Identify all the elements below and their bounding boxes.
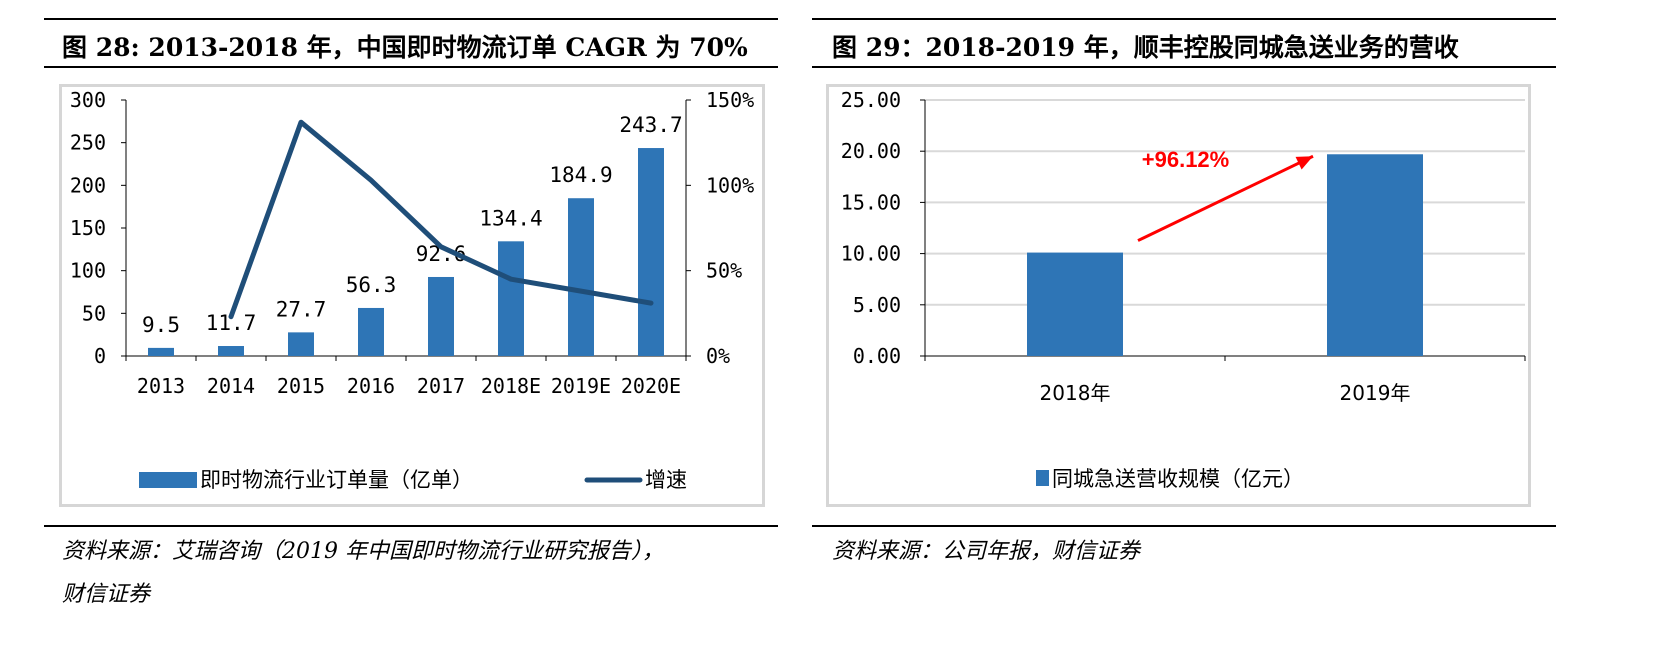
legend-bar-label: 即时物流行业订单量（亿单） <box>200 468 473 492</box>
x-tick-label: 2020E <box>621 374 681 398</box>
right-source-rule <box>812 525 1556 527</box>
bar-data-label: 9.5 <box>142 313 180 337</box>
left-y-tick-label: 250 <box>70 131 106 155</box>
right-y-tick-label: 0% <box>706 344 730 368</box>
right-chart-panel: 0.00 5.00 10.00 15.00 20.00 25.00 2018年 2019年 +9… <box>826 84 1531 507</box>
right-chart: 0.00 5.00 10.00 15.00 20.00 25.00 2018年 2019年 +9… <box>841 88 1526 491</box>
y-tick-label: 10.00 <box>841 242 901 266</box>
left-y-tick-label: 150 <box>70 216 106 240</box>
legend-line-label: 增速 <box>645 468 687 492</box>
y-tick-label: 25.00 <box>841 88 901 112</box>
right-title-underline <box>812 66 1556 68</box>
bar <box>218 346 244 356</box>
x-tick-label: 2018E <box>481 374 541 398</box>
left-y-tick-label: 0 <box>94 344 106 368</box>
legend-bar-swatch <box>1036 470 1049 486</box>
bar <box>568 198 594 356</box>
top-rule-right <box>812 18 1556 20</box>
bar <box>1327 154 1423 356</box>
bar <box>428 276 454 356</box>
bar <box>638 148 664 356</box>
bar <box>498 241 524 356</box>
x-tick-label: 2015 <box>277 374 325 398</box>
top-rule-left <box>44 18 778 20</box>
bar-data-label: 27.7 <box>276 297 327 321</box>
y-tick-label: 20.00 <box>841 139 901 163</box>
bar <box>288 332 314 356</box>
left-chart-panel: 0 50 100 150 200 250 300 0% 50% 100% 150% 9.5 2013 11… <box>59 84 765 507</box>
y-tick-label: 0.00 <box>853 344 901 368</box>
bar-data-label: 134.4 <box>479 206 542 230</box>
bar <box>358 307 384 356</box>
x-tick-label: 2019年 <box>1340 381 1411 405</box>
right-y-tick-label: 50% <box>706 259 742 283</box>
left-source-line1: 资料来源：艾瑞咨询（2019 年中国即时物流行业研究报告）， <box>62 539 664 564</box>
right-chart-title: 图 29：2018-2019 年，顺丰控股同城急送业务的营收 <box>832 33 1459 62</box>
legend-bar-swatch <box>139 472 197 488</box>
bar-data-label: 243.7 <box>619 113 682 137</box>
bar-data-label: 56.3 <box>346 273 397 297</box>
y-tick-label: 5.00 <box>853 293 901 317</box>
x-tick-label: 2013 <box>137 374 185 398</box>
bar <box>148 347 174 356</box>
left-y-tick-label: 300 <box>70 88 106 112</box>
left-y-tick-label: 100 <box>70 259 106 283</box>
legend-bar-label: 同城急送营收规模（亿元） <box>1052 467 1304 491</box>
left-y-tick-label: 50 <box>82 301 106 325</box>
left-chart: 0501001502002503000%50%100%150%9.5201311… <box>70 88 754 492</box>
left-source-rule <box>44 525 778 527</box>
growth-annotation: +96.12% <box>1142 147 1229 172</box>
x-tick-label: 2019E <box>551 374 611 398</box>
y-tick-label: 15.00 <box>841 190 901 214</box>
x-tick-label: 2018年 <box>1040 381 1111 405</box>
growth-arrow-head <box>1295 156 1313 170</box>
right-source: 资料来源：公司年报，财信证券 <box>832 539 1141 564</box>
bar <box>1027 252 1123 356</box>
bar-data-label: 92.6 <box>416 242 467 266</box>
x-tick-label: 2014 <box>207 374 255 398</box>
growth-arrow <box>1137 154 1314 242</box>
left-source-line2: 财信证券 <box>62 582 151 607</box>
left-y-tick-label: 200 <box>70 173 106 197</box>
right-y-tick-label: 100% <box>706 173 754 197</box>
left-title-underline <box>44 66 778 68</box>
x-tick-label: 2017 <box>417 374 465 398</box>
x-tick-label: 2016 <box>347 374 395 398</box>
right-y-tick-label: 150% <box>706 88 754 112</box>
bar-data-label: 184.9 <box>549 163 612 187</box>
left-chart-title: 图 28: 2013-2018 年，中国即时物流订单 CAGR 为 70% <box>62 33 748 62</box>
growth-line <box>228 119 654 320</box>
